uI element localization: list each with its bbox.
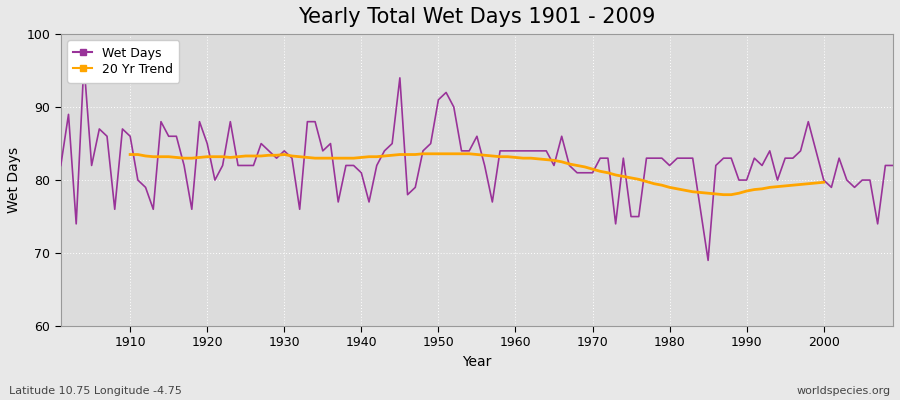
Wet Days	[510, 148, 521, 153]
Wet Days	[887, 163, 898, 168]
20 Yr Trend	[210, 154, 220, 159]
20 Yr Trend	[302, 155, 313, 160]
Y-axis label: Wet Days: Wet Days	[7, 147, 21, 213]
Wet Days	[610, 222, 621, 226]
20 Yr Trend	[533, 156, 544, 161]
Text: worldspecies.org: worldspecies.org	[796, 386, 891, 396]
Line: 20 Yr Trend: 20 Yr Trend	[130, 154, 824, 195]
Wet Days	[340, 163, 351, 168]
20 Yr Trend	[418, 151, 428, 156]
Line: Wet Days: Wet Days	[61, 63, 893, 260]
Wet Days	[56, 163, 67, 168]
20 Yr Trend	[125, 152, 136, 157]
Wet Days	[294, 207, 305, 212]
Legend: Wet Days, 20 Yr Trend: Wet Days, 20 Yr Trend	[67, 40, 179, 82]
20 Yr Trend	[286, 154, 297, 158]
Title: Yearly Total Wet Days 1901 - 2009: Yearly Total Wet Days 1901 - 2009	[298, 7, 655, 27]
X-axis label: Year: Year	[463, 355, 491, 369]
Wet Days	[125, 134, 136, 139]
Text: Latitude 10.75 Longitude -4.75: Latitude 10.75 Longitude -4.75	[9, 386, 182, 396]
20 Yr Trend	[811, 180, 822, 185]
Wet Days	[78, 61, 89, 66]
20 Yr Trend	[818, 180, 829, 185]
Wet Days	[703, 258, 714, 263]
20 Yr Trend	[718, 192, 729, 197]
20 Yr Trend	[725, 192, 736, 197]
Wet Days	[518, 148, 528, 153]
